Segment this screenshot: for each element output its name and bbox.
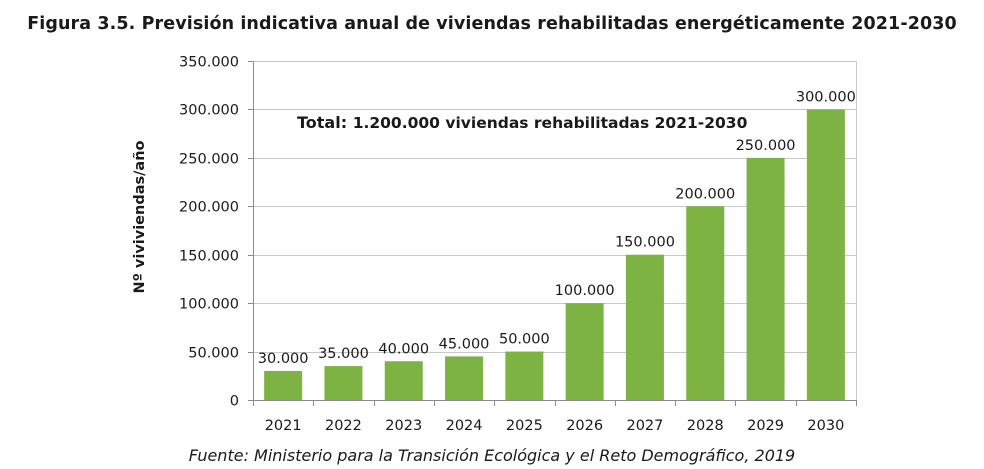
x-tick-label-2026: 2026 <box>566 418 603 434</box>
data-label-2029: 250.000 <box>736 138 796 154</box>
x-tick-label-2030: 2030 <box>807 418 844 434</box>
x-tick-labels: 2021 2022 2023 2024 2025 2026 2027 2028 2029 2030 <box>265 418 845 434</box>
x-tick-label-2027: 2027 <box>626 418 663 434</box>
x-tick-label-2022: 2022 <box>325 418 362 434</box>
y-tick-labels: 0 50.000 100.000 150.000 200.000 250.000 300.0… <box>179 55 239 410</box>
y-tick-label: 300.000 <box>179 103 239 119</box>
data-label-2025: 50.000 <box>499 332 550 348</box>
y-axis-label: Nº viviviendas/año <box>132 140 148 293</box>
bar-2026 <box>565 303 604 400</box>
data-label-2026: 100.000 <box>555 283 615 299</box>
data-label-2030: 300.000 <box>796 89 856 105</box>
total-annotation-prefix: Total: <box>297 113 347 132</box>
axes <box>248 61 857 406</box>
y-tick-label: 200.000 <box>179 200 239 216</box>
figure-source: Fuente: Ministerio para la Transición Ec… <box>188 446 796 465</box>
bars <box>264 109 845 400</box>
bar-2021 <box>264 370 303 400</box>
bar-2023 <box>384 361 423 400</box>
bar-2027 <box>625 254 664 400</box>
y-tick-label: 0 <box>230 394 239 410</box>
bar-2028 <box>686 206 725 400</box>
x-tick-label-2028: 2028 <box>687 418 724 434</box>
data-label-2023: 40.000 <box>378 341 429 357</box>
data-label-2027: 150.000 <box>615 235 675 251</box>
data-label-2028: 200.000 <box>675 186 735 202</box>
y-tick-label: 100.000 <box>179 297 239 313</box>
bar-2025 <box>505 351 544 400</box>
bar-2030 <box>806 109 845 400</box>
x-tick-label-2029: 2029 <box>747 418 784 434</box>
figure-title: Figura 3.5. Previsión indicativa anual d… <box>27 14 957 34</box>
y-tick-label: 50.000 <box>188 346 239 362</box>
y-tick-label: 150.000 <box>179 249 239 265</box>
x-tick-label-2024: 2024 <box>446 418 483 434</box>
x-tick-label-2023: 2023 <box>385 418 422 434</box>
bar-2024 <box>445 356 484 400</box>
x-tick-label-2021: 2021 <box>265 418 302 434</box>
x-tick-label-2025: 2025 <box>506 418 543 434</box>
data-label-2021: 30.000 <box>258 351 309 367</box>
data-label-2022: 35.000 <box>318 346 369 362</box>
bar-2022 <box>324 366 363 400</box>
total-annotation-text: 1.200.000 viviendas rehabilitadas 2021-2… <box>353 114 748 132</box>
y-tick-label: 350.000 <box>179 55 239 71</box>
bar-2029 <box>746 157 785 400</box>
total-annotation: Total: 1.200.000 viviendas rehabilitadas… <box>297 113 748 132</box>
data-label-2024: 45.000 <box>439 336 490 352</box>
data-labels: 30.000 35.000 40.000 45.000 50.000 100.000 150… <box>258 89 856 367</box>
y-tick-label: 250.000 <box>179 152 239 168</box>
